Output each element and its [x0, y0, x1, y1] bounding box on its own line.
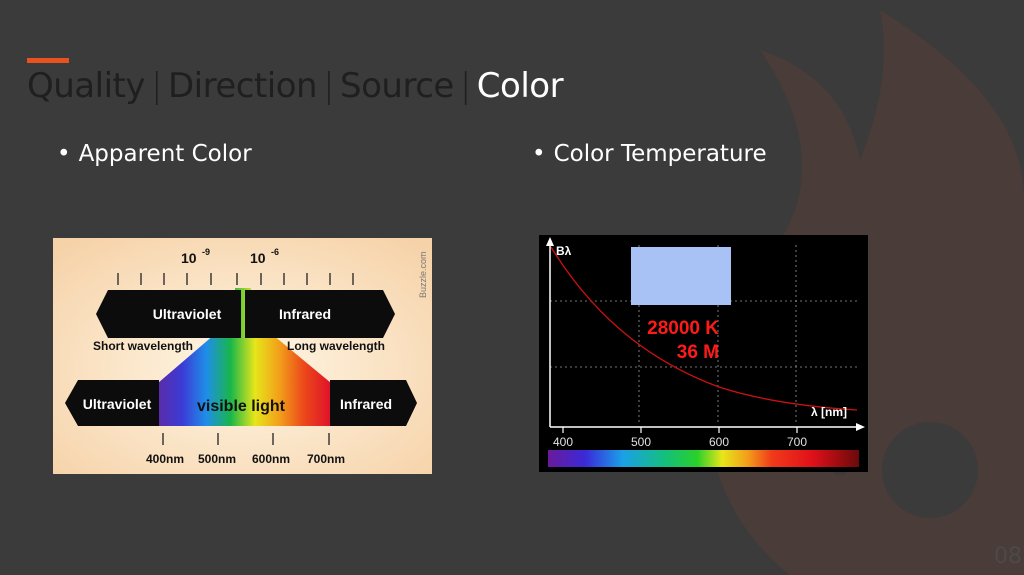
- x-tick-label-700: 700: [787, 435, 807, 449]
- x-tick-label-500: 500: [631, 435, 651, 449]
- x-axis-arrow-icon: [856, 423, 865, 431]
- nm-label-600: 600nm: [252, 452, 290, 466]
- spectrum-bar: [548, 450, 859, 467]
- slide-title: Quality | Direction | Source | Color: [27, 66, 564, 106]
- figure-credit: Buzzle.com: [418, 251, 428, 298]
- x-axis-ticks: [562, 427, 798, 433]
- bottom-band-ultraviolet-label: Ultraviolet: [83, 396, 152, 412]
- value-readout: 36 M: [677, 342, 719, 363]
- top-band-left: [96, 290, 241, 338]
- y-axis-label: Bλ: [556, 244, 572, 258]
- scale-label-left: 10 -9: [181, 247, 210, 266]
- y-axis-arrow-icon: [546, 237, 554, 246]
- svg-text:10: 10: [250, 250, 266, 266]
- visible-light-label: visible light: [197, 398, 286, 415]
- title-separator: |: [151, 66, 162, 106]
- x-tick-label-400: 400: [553, 435, 573, 449]
- bullet-dot-icon: •: [57, 141, 71, 167]
- nm-ticks: [162, 433, 330, 445]
- radiance-curve: [550, 246, 858, 411]
- title-part-color: Color: [476, 66, 564, 106]
- long-wavelength-label: Long wavelength: [287, 339, 385, 353]
- nm-label-400: 400nm: [146, 452, 184, 466]
- bullet-text: Apparent Color: [78, 141, 252, 167]
- spectrum-figure: 10 -9 10 -6 Buzzle.com Ultraviolet Infra…: [53, 238, 432, 474]
- title-separator: |: [459, 66, 471, 106]
- top-band-right: [245, 290, 395, 338]
- bottom-band-infrared-label: Infrared: [340, 396, 392, 412]
- nm-label-700: 700nm: [307, 452, 345, 466]
- bottom-band-left: [65, 380, 159, 426]
- title-part-direction: Direction: [167, 66, 318, 106]
- scale-ticks: [117, 273, 354, 285]
- bullet-color-temperature: • Color Temperature: [532, 141, 767, 167]
- svg-text:10: 10: [181, 250, 197, 266]
- blackbody-figure: Bλ λ [nm] 28000 K 36 M 400 500 600 700: [539, 235, 868, 472]
- page-number: 08: [994, 544, 1022, 569]
- bottom-band-right: [330, 380, 417, 426]
- title-separator: |: [323, 66, 335, 106]
- bullet-text: Color Temperature: [553, 141, 767, 167]
- top-band-infrared-label: Infrared: [279, 306, 331, 322]
- short-wavelength-label: Short wavelength: [93, 339, 193, 353]
- scale-label-right: 10 -6: [250, 247, 279, 266]
- svg-text:-6: -6: [271, 247, 279, 257]
- title-part-quality: Quality: [27, 66, 146, 106]
- temperature-readout: 28000 K: [647, 318, 719, 339]
- x-axis-label: λ [nm]: [811, 405, 847, 419]
- bullet-dot-icon: •: [532, 141, 546, 167]
- spectrum-beam: [158, 288, 331, 426]
- svg-text:-9: -9: [202, 247, 210, 257]
- x-tick-label-600: 600: [709, 435, 729, 449]
- plot-axes: [549, 241, 861, 428]
- color-swatch: [631, 247, 731, 305]
- title-part-source: Source: [340, 66, 454, 106]
- title-accent-bar: [27, 58, 69, 63]
- nm-label-500: 500nm: [198, 452, 236, 466]
- top-band-ultraviolet-label: Ultraviolet: [153, 306, 222, 322]
- bullet-apparent-color: • Apparent Color: [57, 141, 252, 167]
